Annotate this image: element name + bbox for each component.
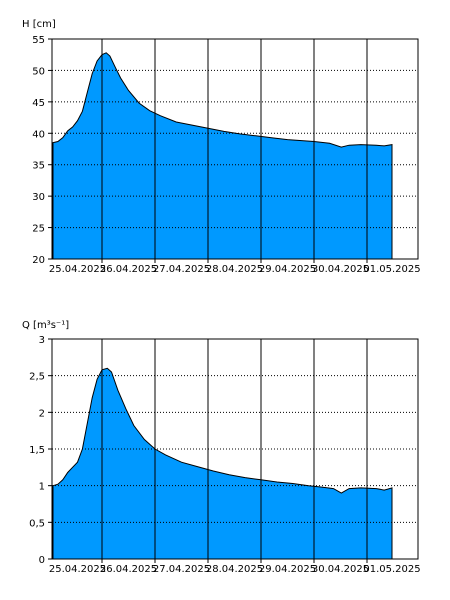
y-tick-label: 2 — [39, 408, 45, 419]
y-tick-label: 35 — [32, 161, 45, 172]
data-area — [52, 52, 393, 260]
x-tick-label: 27.04.2025 — [153, 564, 210, 575]
x-tick-label: 27.04.2025 — [153, 264, 210, 275]
x-tick-label: 28.04.2025 — [206, 564, 263, 575]
x-tick-label: 30.04.2025 — [312, 264, 369, 275]
y-tick-label: 30 — [32, 192, 45, 203]
data-area — [52, 367, 393, 560]
x-tick-label: 29.04.2025 — [259, 564, 316, 575]
x-tick-label: 26.04.2025 — [100, 564, 157, 575]
x-tick-label: 01.05.2025 — [363, 264, 420, 275]
x-tick-label: 29.04.2025 — [259, 264, 316, 275]
y-tick-label: 40 — [32, 129, 45, 140]
x-tick-label: 01.05.2025 — [363, 564, 420, 575]
y-tick-label: 25 — [32, 224, 45, 235]
y-tick-label: 50 — [32, 66, 45, 77]
y-axis-label: H [cm] — [22, 19, 56, 30]
x-tick-label: 25.04.2025 — [49, 264, 106, 275]
y-tick-label: 0 — [39, 555, 45, 566]
y-tick-label: 2,5 — [29, 372, 45, 383]
y-tick-label: 45 — [32, 98, 45, 109]
y-tick-label: 0,5 — [29, 518, 45, 529]
y-tick-label: 1,5 — [29, 445, 45, 456]
x-tick-label: 25.04.2025 — [49, 564, 106, 575]
y-tick-label: 3 — [39, 335, 45, 346]
x-tick-label: 28.04.2025 — [206, 264, 263, 275]
x-tick-label: 26.04.2025 — [100, 264, 157, 275]
x-tick-label: 30.04.2025 — [312, 564, 369, 575]
y-tick-label: 1 — [39, 482, 45, 493]
y-tick-label: 20 — [32, 255, 45, 266]
y-tick-label: 55 — [32, 35, 45, 46]
y-axis-label: Q [m³s⁻¹] — [22, 320, 69, 331]
